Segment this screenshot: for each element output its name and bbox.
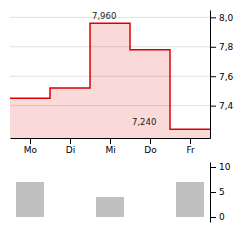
tick-label: Mi xyxy=(105,145,115,155)
annotation: 7,960 xyxy=(92,11,116,21)
tick-label: Di xyxy=(66,145,75,155)
y-axis: 7,4 7,6 7,8 8,0 xyxy=(210,11,234,139)
tick-mark xyxy=(210,106,216,107)
tick-label: Do xyxy=(144,145,157,155)
tick-label: 7,8 xyxy=(219,42,234,52)
tick: Fr xyxy=(186,138,195,155)
step-line xyxy=(10,23,210,129)
tick-mark xyxy=(210,17,216,18)
tick-label: 5 xyxy=(219,187,225,197)
marks xyxy=(16,182,204,217)
tick: 7,4 xyxy=(210,101,234,111)
tick-label: 7,6 xyxy=(219,72,234,82)
tick-label: 8,0 xyxy=(219,13,234,23)
tick: Di xyxy=(66,138,75,155)
tick-mark xyxy=(210,76,216,77)
tick-mark xyxy=(150,138,151,144)
tick-mark xyxy=(110,138,111,144)
bar xyxy=(16,182,44,217)
panel-0: 7,4 7,6 7,8 8,0 Mo Di Mi Do Fr 7,960 7,240 xyxy=(10,11,234,156)
area-fill xyxy=(170,129,210,138)
tick-mark xyxy=(210,217,216,218)
tick-label: 7,4 xyxy=(219,101,234,111)
tick-mark xyxy=(190,138,191,144)
panel-1: 0 5 10 xyxy=(16,162,231,222)
bar xyxy=(96,197,124,217)
tick-mark xyxy=(210,47,216,48)
tick-mark xyxy=(210,167,216,168)
tick-label: Fr xyxy=(186,145,195,155)
tick: 0 xyxy=(210,212,225,222)
tick-label: Mo xyxy=(24,145,38,155)
tick: 7,8 xyxy=(210,42,234,52)
x-axis: Mo Di Mi Do Fr xyxy=(11,138,211,155)
annotation: 7,240 xyxy=(132,117,156,127)
tick-label: 0 xyxy=(219,212,225,222)
chart-svg: 7,4 7,6 7,8 8,0 Mo Di Mi Do Fr 7,960 7,240 0 5 10 xyxy=(0,0,240,231)
area-fill xyxy=(10,98,50,138)
tick: 10 xyxy=(210,162,231,172)
bar xyxy=(176,182,204,217)
tick: Mi xyxy=(105,138,115,155)
y-axis: 0 5 10 xyxy=(210,162,231,222)
tick: 8,0 xyxy=(210,13,234,23)
tick: Do xyxy=(144,138,157,155)
area-fill xyxy=(90,23,130,138)
annotations: 7,960 7,240 xyxy=(92,11,156,127)
chart-container: 7,4 7,6 7,8 8,0 Mo Di Mi Do Fr 7,960 7,240 0 5 10 xyxy=(0,0,240,231)
tick-label: 10 xyxy=(219,162,231,172)
area-fill xyxy=(130,50,170,138)
axis-line xyxy=(210,11,211,139)
marks xyxy=(10,23,210,138)
tick: 7,6 xyxy=(210,72,234,82)
area-fill xyxy=(50,88,90,138)
tick-mark xyxy=(210,192,216,193)
tick-mark xyxy=(70,138,71,144)
tick: Mo xyxy=(24,138,38,155)
tick: 5 xyxy=(210,187,225,197)
tick-mark xyxy=(30,138,31,144)
